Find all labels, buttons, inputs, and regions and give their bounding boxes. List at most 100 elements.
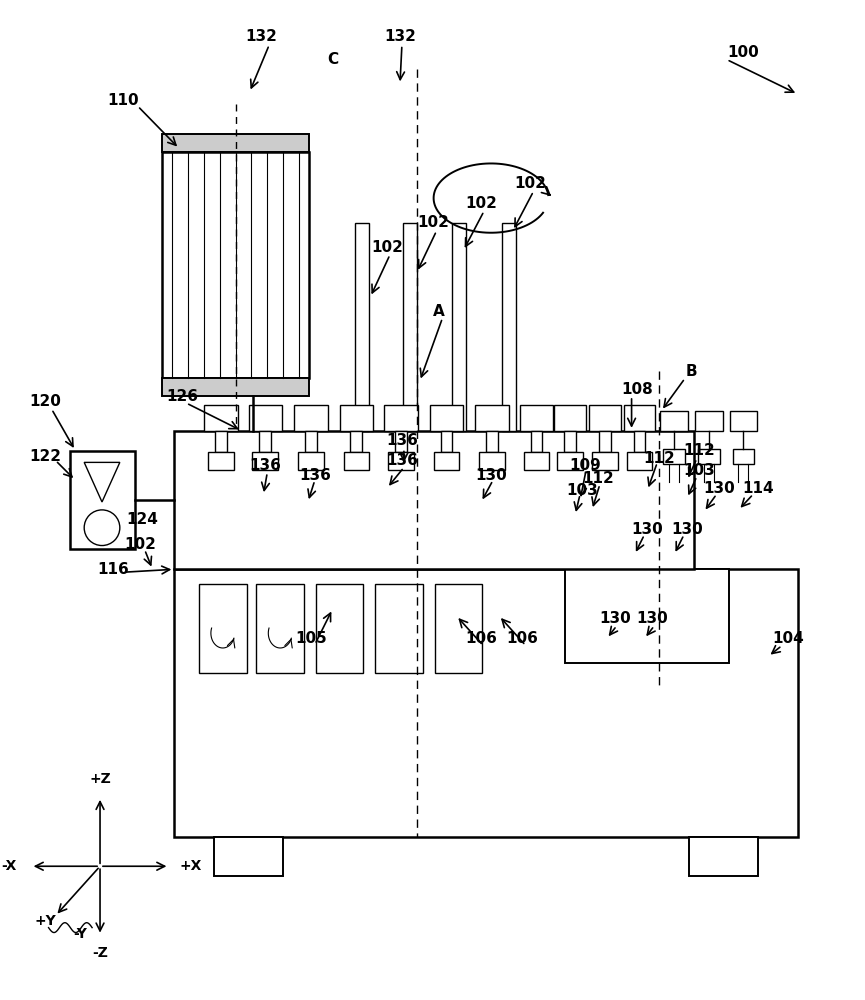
Bar <box>475 405 509 431</box>
Text: 102: 102 <box>125 537 157 552</box>
Bar <box>589 405 621 431</box>
Bar <box>260 431 272 452</box>
Bar <box>163 134 309 152</box>
Bar <box>208 452 234 470</box>
Bar <box>729 411 757 431</box>
Text: 130: 130 <box>703 481 734 496</box>
Text: 130: 130 <box>599 611 631 626</box>
Text: 114: 114 <box>742 481 774 496</box>
Bar <box>440 431 452 452</box>
Text: -Z: -Z <box>92 946 108 960</box>
Bar <box>733 449 754 464</box>
Bar <box>530 431 542 452</box>
Bar <box>633 431 645 452</box>
Bar <box>215 431 227 452</box>
Bar <box>356 223 369 431</box>
Text: 136: 136 <box>249 458 281 473</box>
Bar <box>340 405 373 431</box>
Text: 136: 136 <box>386 433 418 448</box>
Bar <box>305 431 317 452</box>
Bar <box>253 452 279 470</box>
Bar <box>599 431 611 452</box>
Bar <box>479 452 505 470</box>
Bar <box>403 223 417 431</box>
Bar <box>557 452 583 470</box>
Text: 103: 103 <box>567 483 598 498</box>
Bar <box>626 452 652 470</box>
Bar <box>564 431 576 452</box>
Bar <box>520 405 554 431</box>
Text: 126: 126 <box>166 389 198 404</box>
Bar <box>554 405 586 431</box>
Bar <box>204 405 238 431</box>
Text: 130: 130 <box>631 522 663 537</box>
Bar <box>174 569 798 837</box>
Bar <box>433 452 459 470</box>
Bar <box>502 223 516 431</box>
Text: 132: 132 <box>384 29 416 44</box>
Text: 102: 102 <box>515 176 547 191</box>
Text: 130: 130 <box>637 611 669 626</box>
Bar <box>434 584 482 673</box>
Text: -X: -X <box>1 859 16 873</box>
Text: 112: 112 <box>644 451 676 466</box>
Text: 106: 106 <box>507 631 539 646</box>
Bar <box>343 452 369 470</box>
Text: 130: 130 <box>671 522 703 537</box>
Bar <box>256 584 304 673</box>
Bar <box>163 378 309 396</box>
Bar <box>430 405 464 431</box>
Text: -Y: -Y <box>74 927 87 941</box>
Text: C: C <box>327 52 338 67</box>
Bar <box>663 449 685 464</box>
Text: 110: 110 <box>107 93 138 108</box>
Bar <box>395 431 407 452</box>
Text: 104: 104 <box>772 631 804 646</box>
Text: 136: 136 <box>386 453 418 468</box>
Bar <box>174 431 694 569</box>
Text: 132: 132 <box>246 29 278 44</box>
Bar <box>523 452 549 470</box>
Bar <box>384 405 418 431</box>
Text: 122: 122 <box>29 449 61 464</box>
Bar <box>214 837 283 876</box>
Bar <box>486 431 498 452</box>
Text: 112: 112 <box>582 471 614 486</box>
Text: 102: 102 <box>465 196 497 211</box>
Bar <box>248 405 282 431</box>
Text: B: B <box>685 364 697 379</box>
Text: 136: 136 <box>299 468 330 483</box>
Text: +Y: +Y <box>35 914 56 928</box>
Text: 112: 112 <box>683 443 714 458</box>
Bar <box>298 452 324 470</box>
Text: 105: 105 <box>295 631 327 646</box>
Text: 108: 108 <box>622 382 653 397</box>
Bar <box>660 411 688 431</box>
Bar <box>592 452 618 470</box>
Bar <box>388 452 413 470</box>
Bar <box>452 223 466 431</box>
Bar <box>350 431 362 452</box>
Bar <box>565 569 728 663</box>
Bar <box>70 451 135 549</box>
Text: 109: 109 <box>569 458 601 473</box>
Bar <box>689 837 759 876</box>
Bar <box>199 584 247 673</box>
Text: 102: 102 <box>371 240 403 255</box>
Text: 106: 106 <box>465 631 497 646</box>
Text: 103: 103 <box>683 463 714 478</box>
Text: 100: 100 <box>727 45 759 60</box>
Text: 116: 116 <box>97 562 129 577</box>
Text: 102: 102 <box>418 215 450 230</box>
Text: 124: 124 <box>126 512 158 527</box>
Bar <box>375 584 423 673</box>
Text: +Z: +Z <box>89 772 111 786</box>
Bar <box>316 584 363 673</box>
Text: 130: 130 <box>475 468 507 483</box>
Bar <box>695 411 722 431</box>
Text: 120: 120 <box>29 394 61 409</box>
Text: A: A <box>432 304 445 319</box>
Bar <box>294 405 328 431</box>
Text: +X: +X <box>180 859 202 873</box>
Bar <box>698 449 720 464</box>
